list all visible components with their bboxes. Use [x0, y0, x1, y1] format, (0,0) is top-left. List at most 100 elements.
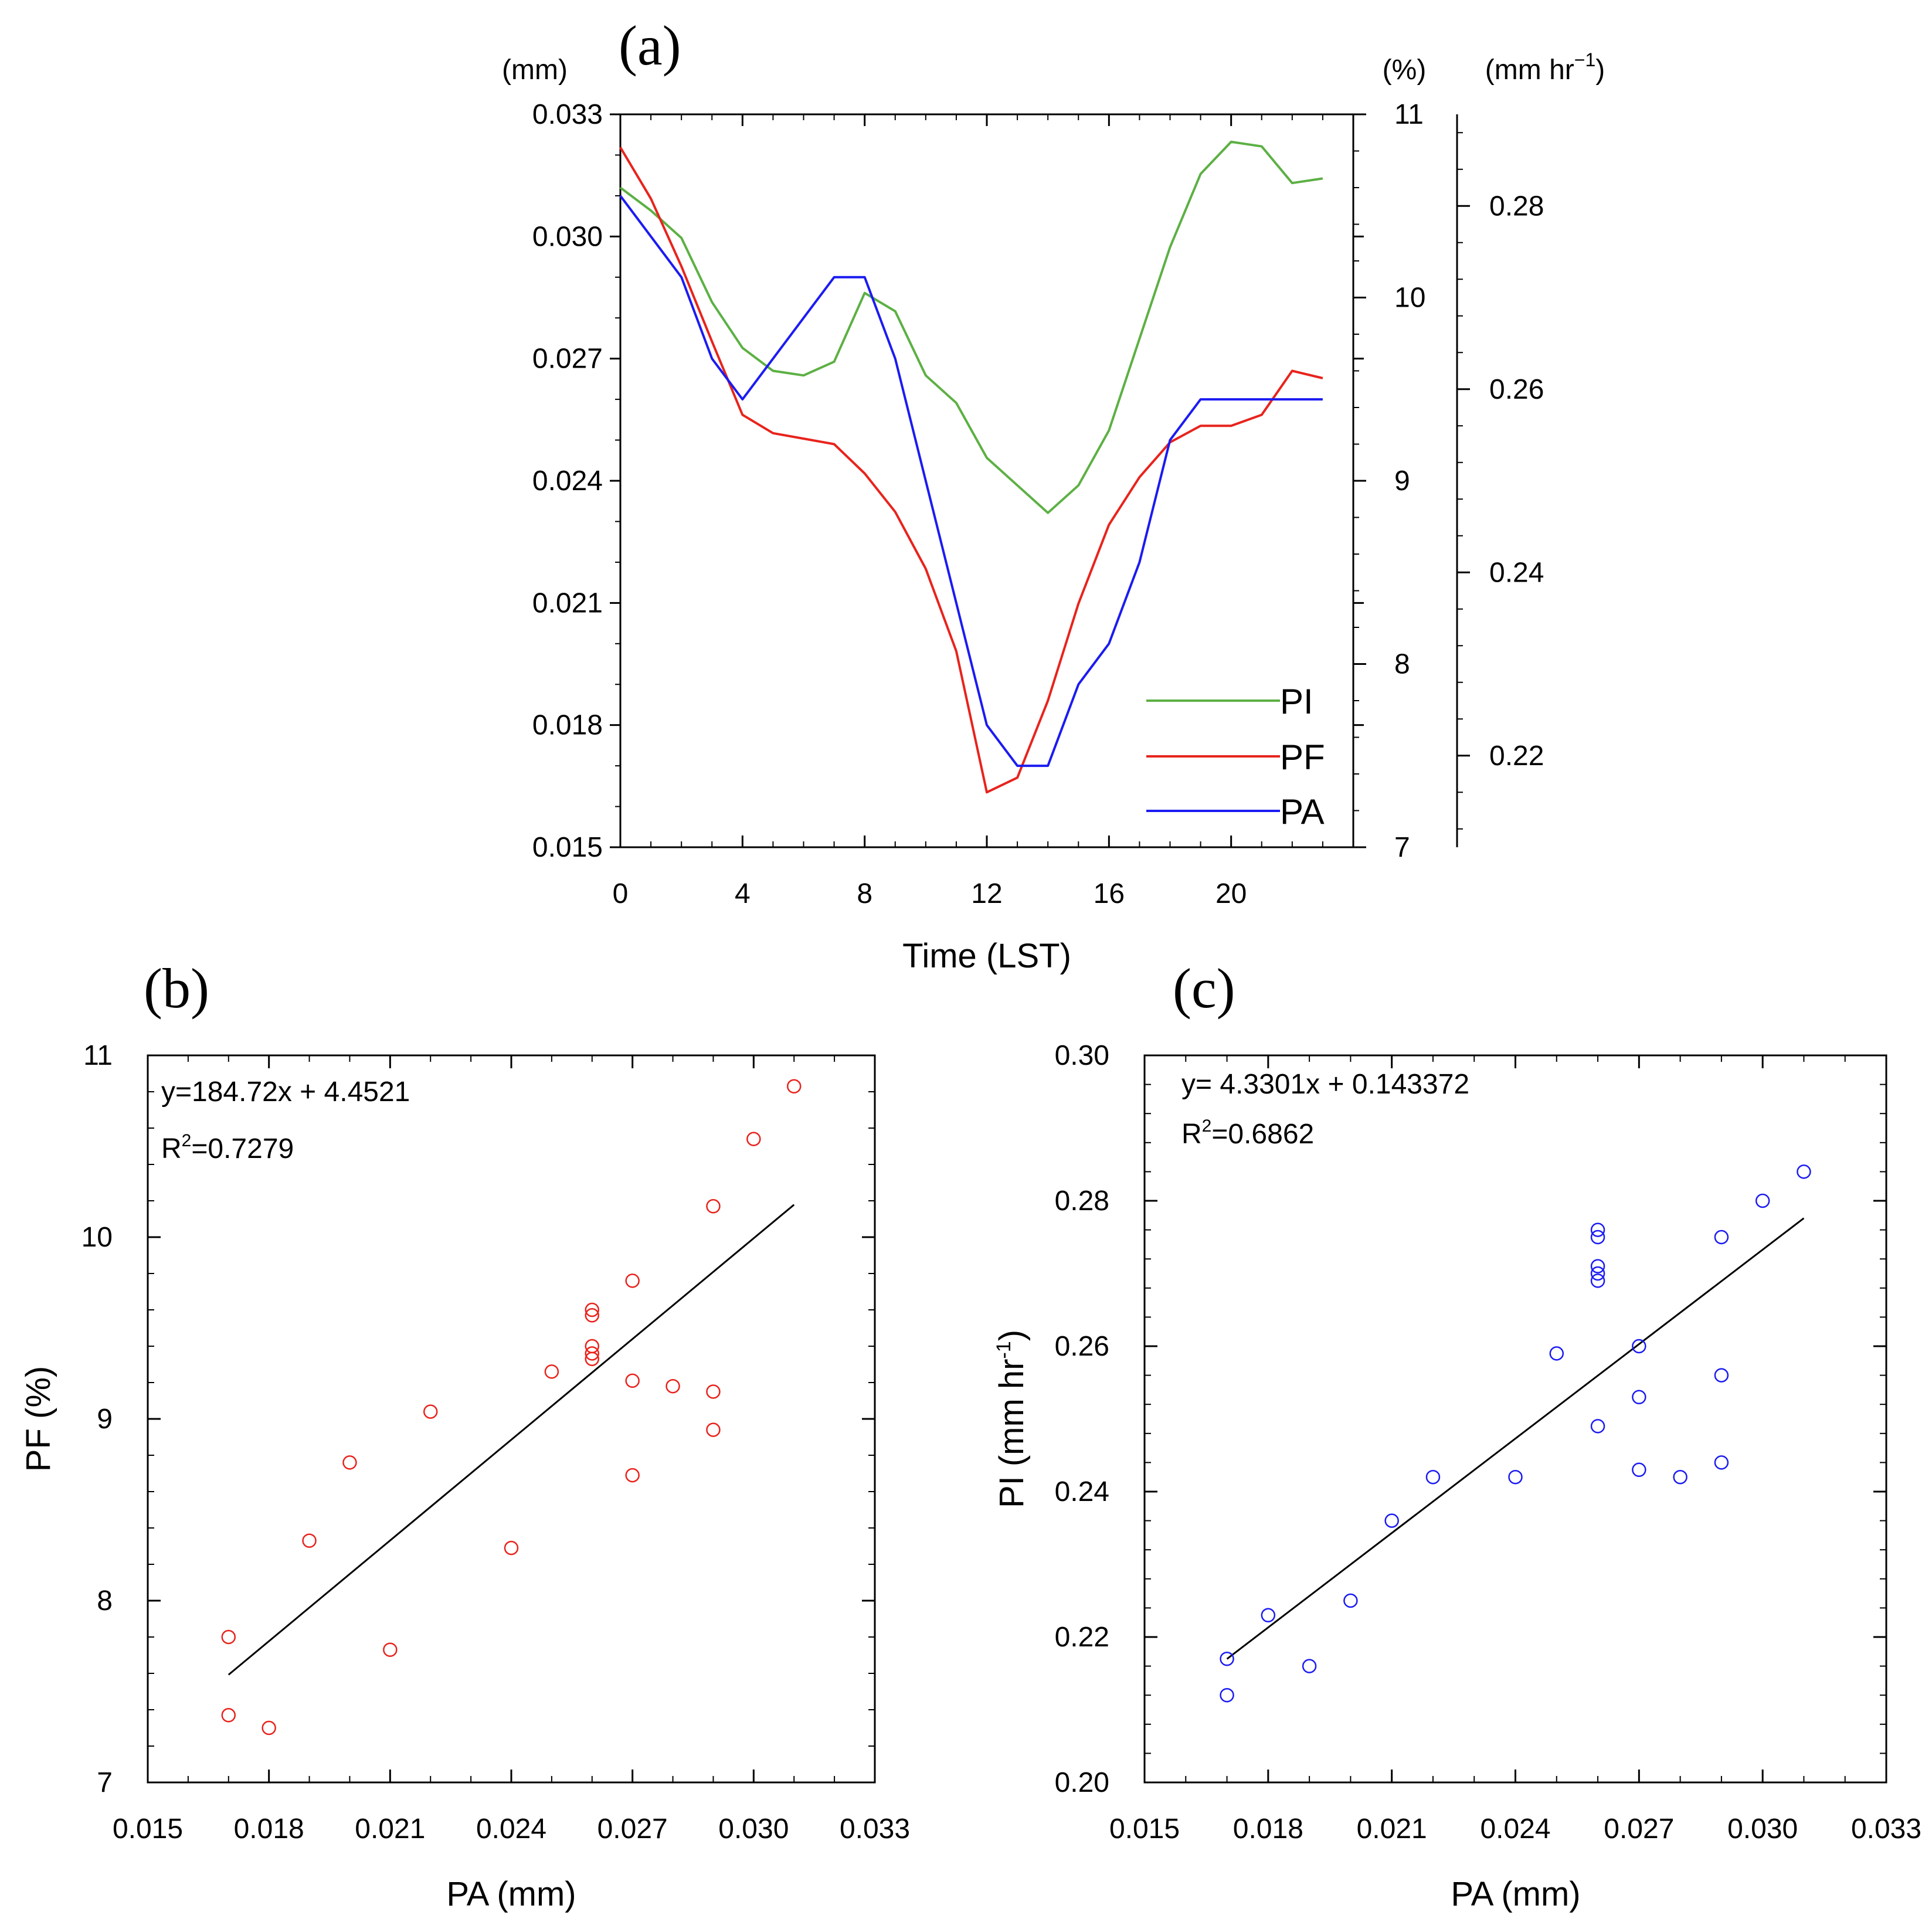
data-point: [1302, 1659, 1317, 1673]
far-right-tick-label: 0.22: [1489, 741, 1544, 772]
right-tick-label: 8: [1394, 649, 1410, 680]
series-pa-line: [619, 195, 1323, 767]
legend-pa-label: PA: [1280, 792, 1325, 831]
data-point: [504, 1540, 519, 1556]
panel-a-x-axis: 0 4 8 12 16 20: [613, 114, 1354, 909]
right-tick-label: 11: [1394, 99, 1424, 130]
y-tick-label: 0.28: [1055, 1186, 1109, 1217]
data-point: [706, 1199, 721, 1214]
data-point: [706, 1384, 721, 1399]
panel-b-x-label: PA (mm): [446, 1875, 576, 1913]
y-tick-label: 8: [97, 1585, 113, 1616]
data-point: [1261, 1608, 1276, 1623]
data-point: [786, 1079, 802, 1093]
panel-c-x-label: PA (mm): [1451, 1875, 1580, 1913]
right-tick-label: 10: [1394, 283, 1425, 314]
panel-c-fit-line: [1226, 1217, 1805, 1660]
data-point: [1590, 1230, 1605, 1245]
panel-a-right-unit: (%): [1383, 55, 1427, 86]
data-point: [625, 1373, 640, 1388]
x-tick-label: 0.021: [355, 1813, 425, 1845]
panel-c-axes: 0.015 0.018 0.021 0.024 0.027 0.030 0.033 0.20 0…: [1055, 1040, 1921, 1845]
data-point: [706, 1422, 721, 1437]
data-point: [1590, 1266, 1605, 1281]
x-tick-label: 0.018: [234, 1813, 304, 1845]
x-tick-label: 0.015: [113, 1813, 183, 1845]
y-tick-label: 0.20: [1055, 1767, 1109, 1798]
data-point: [1632, 1390, 1646, 1405]
left-tick-label: 0.018: [532, 710, 603, 741]
far-right-tick-label: 0.26: [1489, 374, 1544, 405]
panel-b-fit-line: [228, 1204, 795, 1676]
data-point: [1755, 1193, 1770, 1208]
data-point: [1714, 1368, 1729, 1383]
data-point: [1549, 1346, 1564, 1361]
panel-a-far-right-unit: (mm hr−1): [1485, 49, 1605, 86]
panel-c-y-label: PI (mm hr-1): [993, 1330, 1031, 1508]
x-tick-label: 0.033: [840, 1813, 910, 1845]
x-tick-label: 12: [971, 878, 1002, 909]
left-tick-label: 0.027: [532, 344, 603, 375]
data-point: [1590, 1273, 1605, 1288]
y-tick-label: 0.24: [1055, 1476, 1109, 1507]
panel-a-plot-frame: [619, 113, 1354, 848]
data-point: [665, 1378, 680, 1394]
data-point: [585, 1346, 600, 1361]
data-point: [221, 1629, 236, 1645]
y-tick-label: 0.26: [1055, 1331, 1109, 1362]
y-tick-label: 11: [83, 1040, 113, 1071]
x-tick-label: 0.027: [1604, 1813, 1674, 1845]
data-point: [1425, 1469, 1441, 1485]
y-tick-label: 0.30: [1055, 1040, 1109, 1071]
regression-line: [1226, 1217, 1805, 1660]
left-tick-label: 0.021: [532, 587, 603, 619]
panel-a-right-axis: 7 8 9 10 11: [1353, 99, 1425, 863]
x-tick-label: 20: [1215, 878, 1247, 909]
data-point: [423, 1404, 438, 1419]
panel-c-plot-frame: [1143, 1054, 1887, 1784]
data-point: [1673, 1469, 1687, 1485]
x-tick-label: 0.024: [1480, 1813, 1550, 1845]
panel-c: (c) 0.015 0.018 0.021 0.024 0.027 0.030 0.0330…: [993, 957, 1921, 1913]
far-right-tick-label: 0.24: [1489, 557, 1544, 588]
y-tick-label: 10: [82, 1222, 113, 1253]
data-point: [1343, 1593, 1358, 1608]
panel-b-axes: 0.015 0.018 0.021 0.024 0.027 0.030 0.033 7 8 9 10…: [82, 1040, 910, 1845]
series-pi-line: [619, 140, 1323, 514]
data-point: [1632, 1339, 1646, 1354]
x-tick-label: 0.015: [1109, 1813, 1180, 1845]
data-point: [1797, 1164, 1811, 1179]
x-tick-label: 0.033: [1851, 1813, 1921, 1845]
regression-line: [228, 1204, 795, 1676]
data-point: [625, 1273, 640, 1288]
data-point: [1220, 1651, 1234, 1666]
data-point: [1508, 1469, 1523, 1485]
data-point: [1590, 1259, 1605, 1273]
data-point: [1714, 1230, 1729, 1245]
data-point: [1714, 1455, 1729, 1470]
panel-b-label: (b): [144, 957, 209, 1020]
data-point: [585, 1308, 600, 1323]
data-point: [1632, 1462, 1646, 1478]
panel-a-x-label: Time (LST): [902, 937, 1071, 975]
y-tick-label: 0.22: [1055, 1622, 1109, 1653]
panel-a-series: [619, 140, 1323, 794]
legend-pf-label: PF: [1280, 738, 1325, 777]
data-point: [383, 1642, 398, 1657]
left-tick-label: 0.033: [532, 99, 603, 130]
data-point: [585, 1339, 600, 1354]
data-point: [585, 1351, 600, 1366]
data-point: [1590, 1419, 1605, 1434]
x-tick-label: 0: [613, 878, 629, 909]
x-tick-label: 8: [857, 878, 872, 909]
x-tick-label: 0.027: [597, 1813, 668, 1845]
y-tick-label: 9: [97, 1404, 113, 1435]
x-tick-label: 4: [735, 878, 751, 909]
x-tick-label: 0.030: [1727, 1813, 1798, 1845]
x-tick-label: 0.021: [1357, 1813, 1427, 1845]
x-tick-label: 0.018: [1233, 1813, 1303, 1845]
panel-b: (b) 0.015 0.018 0.021 0.024 0.027 0.030 0.033 7…: [19, 957, 910, 1913]
left-tick-label: 0.015: [532, 832, 603, 863]
panel-a-label: (a): [619, 14, 681, 77]
